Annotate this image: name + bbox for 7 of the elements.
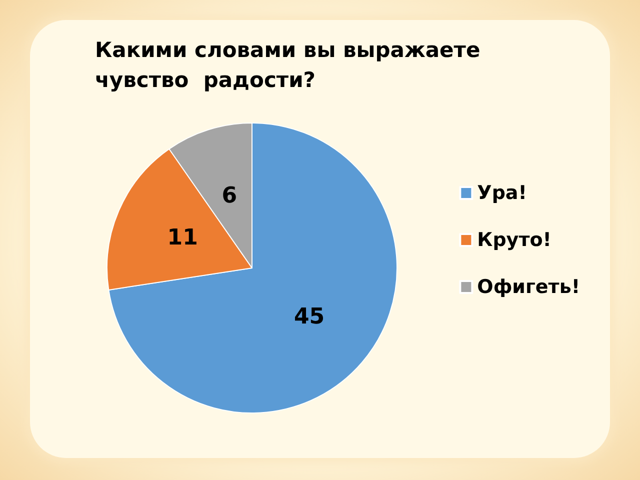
- legend-label: Офигеть!: [477, 276, 580, 298]
- data-label: 6: [222, 183, 238, 208]
- legend-label: Ура!: [477, 182, 527, 204]
- data-label: 11: [167, 226, 198, 251]
- legend-label: Круто!: [477, 229, 552, 251]
- data-label: 45: [294, 304, 325, 330]
- chart-title: Какими словами вы выражаете чувство радости?: [95, 38, 480, 92]
